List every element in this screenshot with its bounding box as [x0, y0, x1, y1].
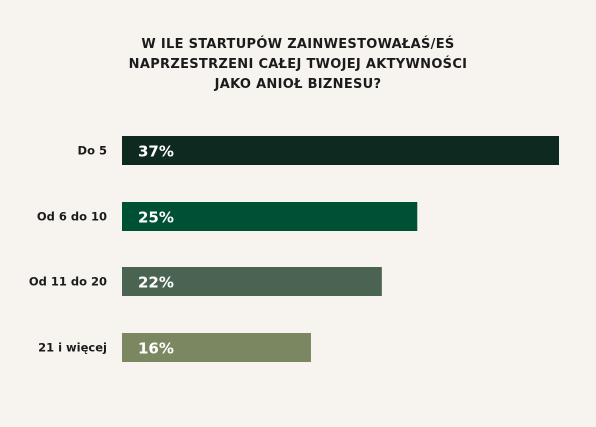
category-label-1: Do 5 — [78, 144, 107, 158]
value-label-1: 37% — [138, 143, 174, 161]
bar-2 — [122, 202, 418, 231]
value-label-4: 16% — [138, 340, 174, 358]
chart-title-line-1: W ILE STARTUPÓW ZAINWESTOWAŁAŚ/EŚ — [141, 37, 455, 52]
chart-title: W ILE STARTUPÓW ZAINWESTOWAŁAŚ/EŚ NAPRZE… — [0, 35, 596, 95]
chart-title-line-3: JAKO ANIOŁ BIZNESU? — [214, 77, 382, 92]
bar-4 — [122, 333, 311, 362]
bar-3 — [122, 267, 382, 296]
chart-title-line-2: NAPRZESTRZENI CAŁEJ TWOJEJ AKTYWNOŚCI — [128, 57, 468, 72]
value-label-2: 25% — [138, 209, 174, 227]
category-label-2: Od 6 do 10 — [37, 210, 107, 224]
value-label-3: 22% — [138, 274, 174, 292]
category-label-4: 21 i więcej — [38, 341, 107, 355]
bar-1 — [122, 136, 559, 165]
category-label-3: Od 11 do 20 — [29, 275, 107, 289]
